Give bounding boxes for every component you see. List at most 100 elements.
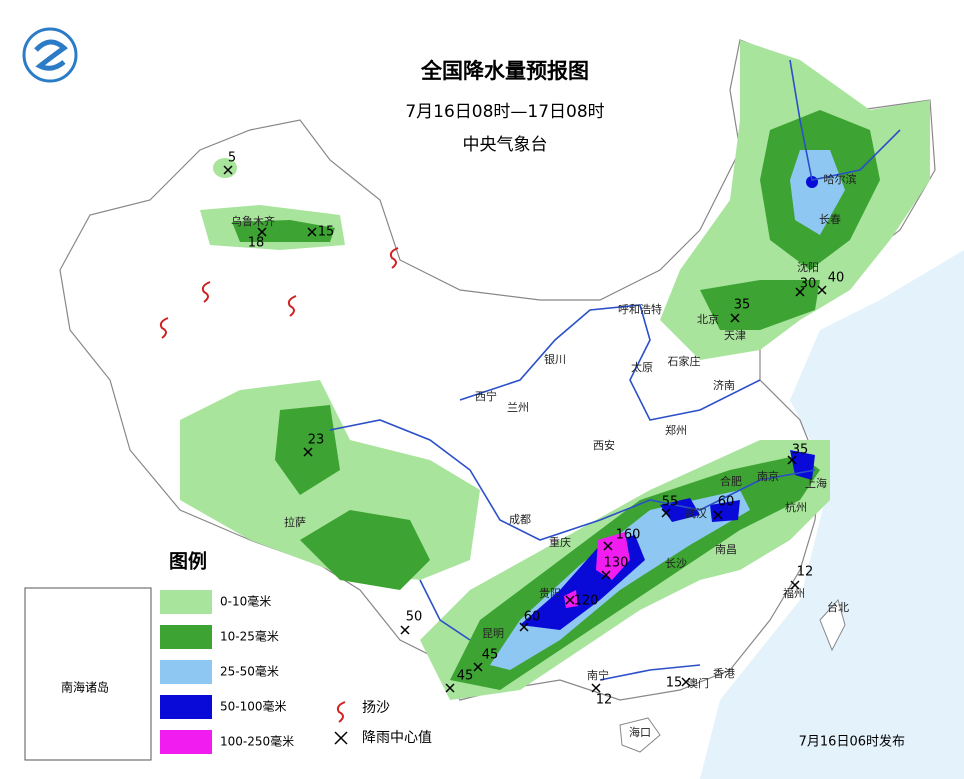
- city-label: 香港: [713, 667, 735, 680]
- city-label: 武汉: [685, 507, 707, 520]
- rain-center-cross: [795, 287, 805, 297]
- rain-center-cross: [681, 677, 691, 687]
- rain-center-cross: [601, 570, 611, 580]
- logo: [22, 27, 78, 83]
- rain-center-value: 50: [406, 610, 423, 625]
- city-label: 太原: [631, 361, 653, 374]
- city-label: 南宁: [587, 668, 609, 682]
- city-label: 石家庄: [668, 354, 701, 368]
- inset-frame: [24, 587, 152, 761]
- rain-center-cross: [661, 508, 671, 518]
- inset-label: 南海诸岛: [61, 680, 109, 695]
- rain-center-cross: [400, 625, 410, 635]
- rain-center-value: 35: [792, 443, 809, 458]
- sand-symbols: [159, 247, 399, 723]
- city-label: 杭州: [785, 500, 807, 514]
- rain-center-value: 55: [662, 495, 679, 510]
- rain-center-value: 45: [457, 669, 474, 684]
- rain-center-cross: [445, 683, 455, 693]
- rain-center-value: 12: [596, 693, 613, 708]
- rain-center-value: 35: [734, 298, 751, 313]
- rain-center-cross: [790, 580, 800, 590]
- rain-center-value: 23: [308, 433, 325, 448]
- footer: 7月16日06时发布: [799, 734, 905, 750]
- legend-label: 0-10毫米: [220, 594, 271, 609]
- hainan: [619, 717, 661, 753]
- city-label: 昆明: [482, 627, 504, 640]
- rain-center-value: 30: [800, 277, 817, 292]
- rain-center-cross: [591, 683, 601, 693]
- city-label: 哈尔滨: [824, 172, 857, 186]
- legend-symbol: 扬沙: [362, 700, 390, 716]
- city-label: 拉萨: [284, 515, 306, 529]
- rain-center-cross: [787, 455, 797, 465]
- rain-center-value: 160: [616, 528, 641, 543]
- rain-center-value: 12: [797, 565, 814, 580]
- issuer: 中央气象台: [463, 135, 548, 155]
- legend-swatch: [160, 625, 212, 649]
- rivers: [329, 59, 901, 681]
- city-label: 长沙: [665, 557, 687, 570]
- city-label: 呼和浩特: [618, 302, 662, 316]
- city-label: 合肥: [720, 474, 742, 488]
- rain-center-value: 60: [718, 495, 735, 510]
- rain-center-value: 5: [228, 151, 236, 166]
- rain-center-value: 45: [482, 648, 499, 663]
- rain-center-cross: [519, 622, 529, 632]
- rain-center-cross: [565, 595, 575, 605]
- legend-label: 10-25毫米: [220, 629, 279, 644]
- rain-center-cross: [730, 313, 740, 323]
- rain-center-cross: [817, 285, 827, 295]
- rain-center-value: 40: [828, 271, 845, 286]
- rain-zones: [180, 40, 930, 700]
- legend-label: 100-250毫米: [220, 734, 294, 749]
- rain-center-cross: [473, 662, 483, 672]
- rain-center-value: 15: [666, 676, 683, 691]
- sea: [700, 250, 964, 779]
- city-label: 澳门: [687, 676, 709, 690]
- city-label: 贵阳: [539, 587, 561, 600]
- legend-swatch: [160, 590, 212, 614]
- period: 7月16日08时—17日08时: [405, 102, 604, 122]
- legend-title: 图例: [169, 550, 207, 573]
- taiwan: [819, 598, 846, 652]
- legend-symbol: 降雨中心值: [362, 730, 432, 746]
- rain-center-cross: [603, 541, 613, 551]
- legend-label: 50-100毫米: [220, 699, 287, 714]
- rain-center-cross: [303, 447, 313, 457]
- rain-center-value: 120: [574, 594, 599, 609]
- city-label: 北京: [697, 312, 719, 326]
- city-label: 长春: [819, 213, 841, 226]
- city-label: 西安: [593, 438, 615, 452]
- legend-swatch: [160, 730, 212, 754]
- legend-swatch: [160, 660, 212, 684]
- city-label: 兰州: [507, 401, 529, 414]
- city-label: 郑州: [665, 423, 687, 437]
- legend-label: 25-50毫米: [220, 664, 279, 679]
- rain-center-cross: [307, 227, 317, 237]
- city-label: 银川: [544, 352, 566, 366]
- city-label: 南昌: [715, 543, 737, 556]
- cross-symbol: [334, 731, 348, 745]
- rain-center-cross: [257, 227, 267, 237]
- city-label: 台北: [827, 600, 849, 614]
- city-label: 上海: [805, 476, 827, 490]
- city-label: 天津: [724, 329, 746, 342]
- city-label: 济南: [713, 378, 735, 392]
- rain-center-value: 15: [318, 225, 335, 240]
- city-label: 成都: [509, 513, 531, 526]
- rain-center-value: 130: [604, 556, 629, 571]
- city-label: 乌鲁木齐: [231, 214, 275, 228]
- rain-center-value: 60: [524, 610, 541, 625]
- city-label: 重庆: [549, 535, 571, 549]
- legend-swatch: [160, 695, 212, 719]
- city-label: 沈阳: [797, 260, 819, 274]
- city-label: 福州: [783, 586, 805, 600]
- city-label: 海口: [629, 725, 651, 739]
- city-label: 南京: [757, 469, 779, 483]
- rain-center-cross: [223, 165, 233, 175]
- rain-center-value: 18: [248, 236, 265, 251]
- rain-center-cross: [713, 510, 723, 520]
- city-label: 西宁: [475, 389, 497, 403]
